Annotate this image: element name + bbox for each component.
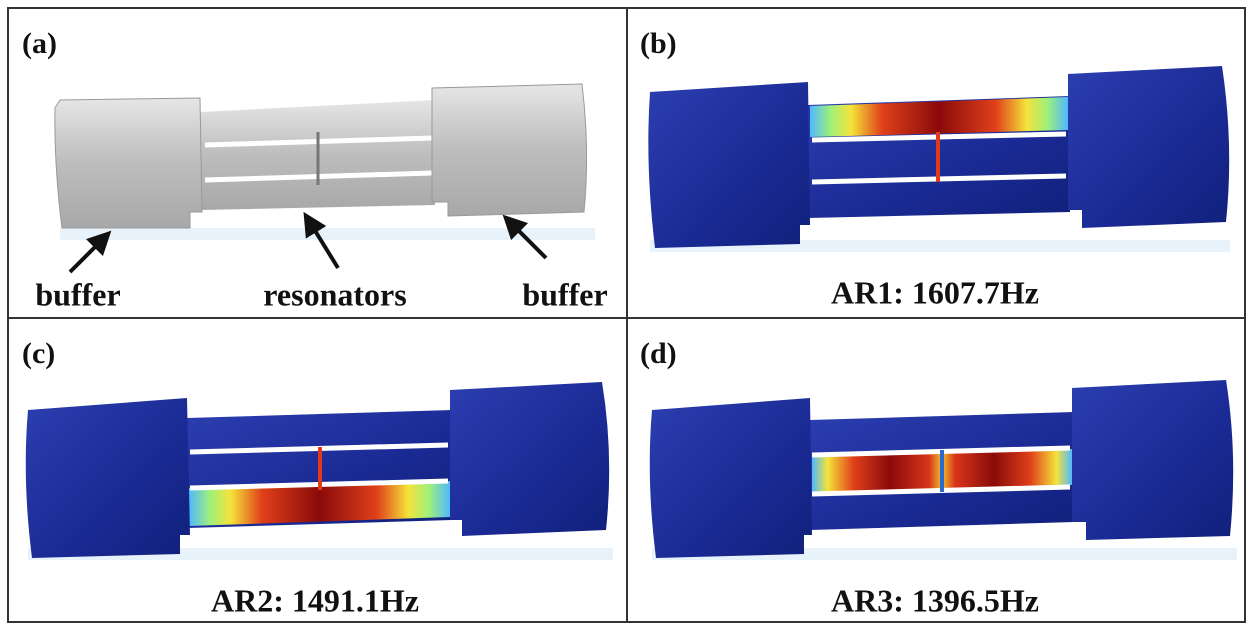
caption: AR1: 1607.7Hz: [831, 274, 1039, 310]
caption: AR3: 1396.5Hz: [831, 582, 1039, 618]
device-mode: [648, 66, 1230, 252]
caption: AR2: 1491.1Hz: [211, 582, 419, 618]
device-mode: [26, 382, 613, 560]
panel-label: (b): [640, 27, 677, 60]
annotation: buffer: [35, 276, 120, 312]
device-mode: [650, 380, 1237, 560]
annotation: resonators: [263, 276, 406, 312]
device-gray: [55, 84, 595, 272]
panel-label: (a): [22, 27, 57, 60]
panel-label: (c): [22, 337, 55, 370]
annotation: buffer: [522, 276, 607, 312]
figure: (a) buffer resonators buffer (b) AR1: 16…: [0, 0, 1250, 628]
panel-label: (d): [640, 337, 677, 370]
